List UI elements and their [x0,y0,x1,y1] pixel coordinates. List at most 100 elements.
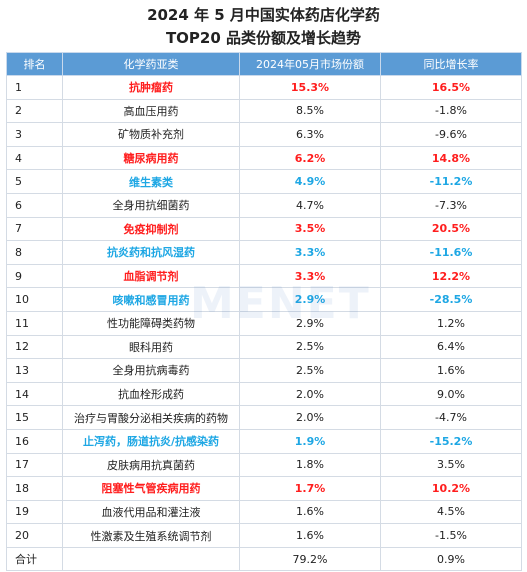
share-cell: 3.3% [239,240,381,265]
share-cell: 2.5% [239,334,381,360]
category-cell: 高血压用药 [62,98,240,124]
growth-cell: -28.5% [380,287,522,312]
growth-cell: 9.0% [380,381,522,407]
growth-cell: -11.2% [380,169,522,194]
share-cell: 2.0% [239,381,381,407]
header-rank: 排名 [6,52,63,76]
category-cell: 矿物质补充剂 [62,122,240,147]
category-cell: 治疗与胃酸分泌相关疾病的药物 [62,405,240,430]
share-cell: 3.5% [239,216,381,242]
category-cell: 阻塞性气管疾病用药 [62,476,240,501]
share-cell: 2.5% [239,358,381,383]
page-title: 2024 年 5 月中国实体药店化学药 [147,6,380,24]
category-cell: 全身用抗细菌药 [62,192,240,218]
table-row: 16 止泻药，肠道抗炎/抗感染药 1.9% -15.2% [6,428,522,454]
data-table: 排名 化学药亚类 2024年05月市场份额 同比增长率 1 抗肿瘤药 15.3% 16… [6,52,522,572]
growth-cell: -1.8% [380,98,522,124]
rank-cell: 5 [6,169,63,194]
growth-cell: -9.6% [380,122,522,147]
share-cell: 1.9% [239,428,381,454]
table-row: 10 咳嗽和感冒用药 2.9% -28.5% [6,287,522,312]
rank-cell: 10 [6,287,63,312]
rank-cell: 7 [6,216,63,242]
category-cell: 性激素及生殖系统调节剂 [62,523,240,548]
table-row: 17 皮肤病用抗真菌药 1.8% 3.5% [6,452,522,478]
growth-cell: 6.4% [380,334,522,360]
page-subtitle: TOP20 品类份额及增长趋势 [165,29,362,47]
rank-cell: 9 [6,263,63,289]
growth-cell: -15.2% [380,428,522,454]
rank-cell: 13 [6,358,63,383]
table-row: 13 全身用抗病毒药 2.5% 1.6% [6,358,522,383]
header-growth: 同比增长率 [380,52,522,76]
category-cell: 咳嗽和感冒用药 [62,287,240,312]
growth-cell: 3.5% [380,452,522,478]
share-cell: 1.7% [239,476,381,501]
growth-cell: -4.7% [380,405,522,430]
rank-cell: 19 [6,499,63,525]
rank-cell: 12 [6,334,63,360]
share-cell: 2.9% [239,310,381,336]
rank-cell: 6 [6,192,63,218]
rank-cell: 15 [6,405,63,430]
growth-cell: 16.5% [380,75,522,100]
growth-cell: 1.6% [380,358,522,383]
rank-cell: 4 [6,145,63,171]
share-cell: 1.6% [239,499,381,525]
category-cell: 抗肿瘤药 [62,75,240,100]
table-body: 1 抗肿瘤药 15.3% 16.5% 2 高血压用药 8.5% -1.8% 3 矿物质补充剂 6.3… [6,75,522,572]
table-row: 6 全身用抗细菌药 4.7% -7.3% [6,192,522,218]
category-cell: 维生素类 [62,169,240,194]
table-row: 19 血液代用品和灌注液 1.6% 4.5% [6,499,522,525]
rank-cell: 8 [6,240,63,265]
share-cell: 15.3% [239,75,381,100]
category-cell: 止泻药，肠道抗炎/抗感染药 [62,428,240,454]
share-cell: 4.7% [239,192,381,218]
category-cell: 全身用抗病毒药 [62,358,240,383]
table-row: 4 糖尿病用药 6.2% 14.8% [6,145,522,171]
share-cell: 6.3% [239,122,381,147]
share-cell: 3.3% [239,263,381,289]
category-cell: 糖尿病用药 [62,145,240,171]
table-row: 3 矿物质补充剂 6.3% -9.6% [6,122,522,147]
growth-cell: -11.6% [380,240,522,265]
table-row: 12 眼科用药 2.5% 6.4% [6,334,522,360]
total-row: 合计 79.2% 0.9% [6,546,522,572]
rank-cell: 14 [6,381,63,407]
share-cell: 2.9% [239,287,381,312]
rank-cell: 2 [6,98,63,124]
rank-cell: 11 [6,310,63,336]
growth-cell: -1.5% [380,523,522,548]
growth-cell: 20.5% [380,216,522,242]
table-row: 11 性功能障碍类药物 2.9% 1.2% [6,310,522,336]
category-cell: 血液代用品和灌注液 [62,499,240,525]
growth-cell: 10.2% [380,476,522,501]
share-cell: 8.5% [239,98,381,124]
header-row: 排名 化学药亚类 2024年05月市场份额 同比增长率 [6,52,522,76]
growth-cell: 12.2% [380,263,522,289]
rank-cell: 18 [6,476,63,501]
title-block: 2024 年 5 月中国实体药店化学药 TOP20 品类份额及增长趋势 [0,4,527,50]
category-cell: 眼科用药 [62,334,240,360]
rank-cell: 3 [6,122,63,147]
table-container: 排名 化学药亚类 2024年05月市场份额 同比增长率 1 抗肿瘤药 15.3% 16… [6,52,522,572]
share-cell: 1.6% [239,523,381,548]
table-row: 1 抗肿瘤药 15.3% 16.5% [6,75,522,100]
table-row: 14 抗血栓形成药 2.0% 9.0% [6,381,522,407]
category-cell: 抗血栓形成药 [62,381,240,407]
total-label-cell: 合计 [6,546,63,572]
growth-cell: 14.8% [380,145,522,171]
rank-cell: 20 [6,523,63,548]
growth-cell: 1.2% [380,310,522,336]
growth-cell: 4.5% [380,499,522,525]
category-cell: 皮肤病用抗真菌药 [62,452,240,478]
total-growth-cell: 0.9% [380,546,522,572]
table-row: 15 治疗与胃酸分泌相关疾病的药物 2.0% -4.7% [6,405,522,430]
share-cell: 4.9% [239,169,381,194]
total-category-cell [62,546,240,572]
header-category: 化学药亚类 [62,52,240,76]
category-cell: 抗炎药和抗风湿药 [62,240,240,265]
header-share: 2024年05月市场份额 [239,52,381,76]
growth-cell: -7.3% [380,192,522,218]
share-cell: 1.8% [239,452,381,478]
